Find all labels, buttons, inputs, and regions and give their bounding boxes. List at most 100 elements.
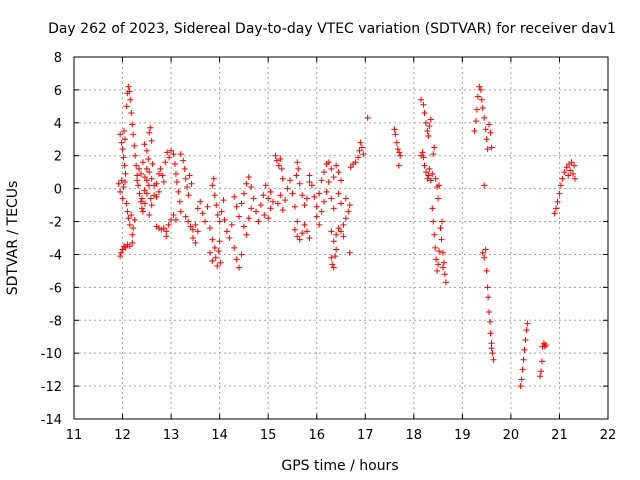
data-point — [117, 188, 124, 195]
data-point — [313, 213, 320, 220]
data-point — [554, 198, 561, 205]
data-point — [335, 169, 342, 176]
data-point — [270, 198, 277, 205]
data-point — [333, 162, 340, 169]
data-point — [364, 114, 371, 121]
data-point — [143, 177, 150, 184]
data-point — [211, 192, 218, 199]
data-point — [164, 149, 171, 156]
data-point — [484, 146, 491, 153]
data-point — [522, 337, 529, 344]
data-point — [194, 205, 201, 212]
data-point — [328, 165, 335, 172]
data-point — [125, 215, 132, 222]
data-point — [182, 213, 189, 220]
data-point — [121, 128, 128, 135]
data-point — [262, 182, 269, 189]
data-point — [138, 195, 145, 202]
data-point — [228, 221, 235, 228]
data-point — [212, 254, 219, 261]
data-point — [141, 174, 148, 181]
data-point — [296, 236, 303, 243]
data-point — [395, 162, 402, 169]
x-tick-label: 11 — [66, 428, 83, 443]
data-point — [146, 169, 153, 176]
data-point — [137, 170, 144, 177]
x-tick-label: 18 — [406, 428, 423, 443]
data-point — [481, 114, 488, 121]
y-tick-label: -8 — [49, 314, 62, 329]
data-point — [243, 180, 250, 187]
data-point — [265, 195, 272, 202]
data-point — [163, 233, 170, 240]
data-point — [321, 198, 328, 205]
data-point — [248, 183, 255, 190]
data-point — [172, 170, 179, 177]
data-point — [471, 128, 478, 135]
data-point — [129, 239, 136, 246]
data-point — [220, 197, 227, 204]
x-tick-label: 19 — [454, 428, 471, 443]
data-point — [120, 154, 127, 161]
data-point — [330, 264, 337, 271]
data-point — [233, 256, 240, 263]
data-point — [291, 226, 298, 233]
data-point — [226, 235, 233, 241]
data-point — [216, 218, 223, 225]
data-point — [439, 264, 446, 271]
y-tick-label: -14 — [41, 413, 62, 428]
data-point — [149, 160, 156, 167]
data-point — [119, 146, 126, 153]
y-tick-label: 6 — [54, 84, 62, 99]
data-point — [426, 123, 433, 130]
data-point — [147, 124, 154, 131]
data-point — [425, 172, 432, 179]
y-tick-label: -6 — [49, 281, 62, 296]
data-point — [304, 228, 311, 235]
data-point — [342, 195, 349, 202]
data-point — [553, 205, 560, 212]
grid-lines — [74, 57, 608, 419]
data-point — [250, 195, 257, 202]
data-point — [145, 156, 152, 163]
data-point — [430, 218, 437, 225]
data-point — [481, 254, 488, 261]
data-point — [267, 205, 274, 212]
data-point — [124, 208, 131, 215]
data-point — [481, 182, 488, 189]
data-point — [261, 211, 268, 218]
x-axis-ticks: 11 12 13 14 15 16 17 18 19 20 21 22 — [66, 57, 616, 443]
data-point — [118, 177, 125, 184]
y-tick-label: 4 — [54, 117, 62, 132]
y-tick-label: 0 — [54, 183, 62, 198]
data-point — [117, 131, 124, 138]
data-point — [538, 368, 545, 375]
data-point — [120, 183, 127, 190]
data-point — [128, 211, 135, 218]
data-point — [518, 376, 525, 383]
y-tick-label: 2 — [54, 150, 62, 165]
data-point — [420, 154, 427, 161]
data-point — [421, 109, 428, 116]
data-point — [165, 221, 172, 228]
data-point — [123, 200, 130, 207]
data-point — [155, 170, 162, 177]
data-point — [139, 208, 146, 215]
data-point — [134, 177, 141, 184]
x-tick-label: 14 — [211, 428, 228, 443]
data-point — [325, 179, 332, 186]
data-point — [439, 249, 446, 256]
data-point — [556, 190, 563, 197]
data-point — [436, 248, 443, 255]
data-point — [340, 221, 347, 228]
data-point — [435, 195, 442, 202]
data-point — [184, 183, 191, 190]
data-point — [419, 149, 426, 156]
data-point — [325, 159, 332, 166]
data-point — [279, 207, 286, 214]
x-axis-label: GPS time / hours — [281, 458, 398, 474]
data-point — [438, 236, 445, 243]
data-point — [129, 231, 136, 238]
x-tick-label: 12 — [114, 428, 131, 443]
data-point — [294, 159, 301, 166]
